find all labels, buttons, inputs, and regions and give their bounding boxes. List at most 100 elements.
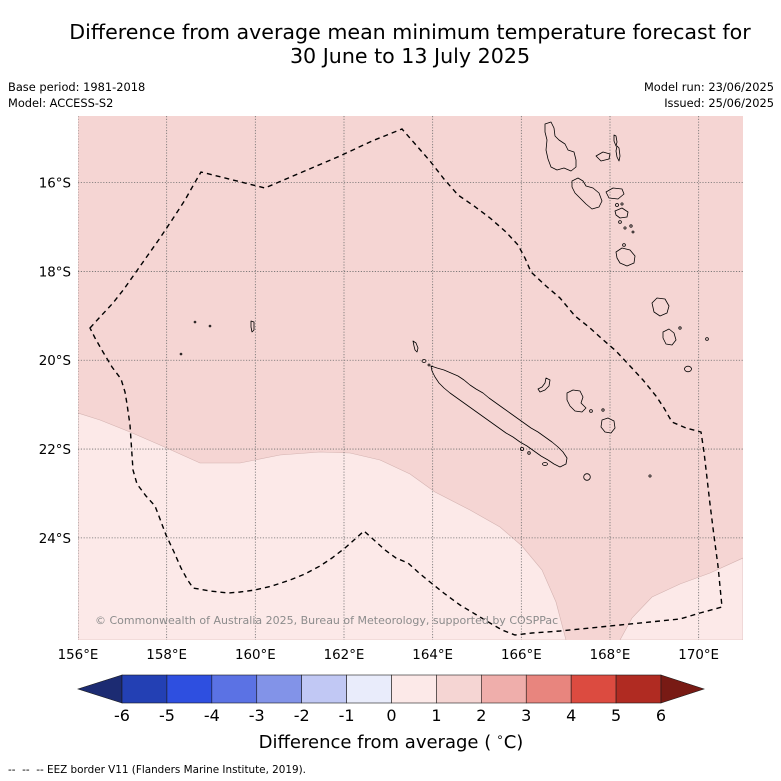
longitude-tick-label: 162°E xyxy=(324,648,365,663)
colorbar-bin xyxy=(121,674,168,704)
colorbar-bin xyxy=(301,674,347,704)
coastline-espiritu-santo xyxy=(544,121,577,172)
coastline-islet xyxy=(705,337,709,341)
coastline-grande-terre xyxy=(430,365,568,468)
coastline-tanna xyxy=(662,328,677,346)
coastline-islet xyxy=(527,451,531,455)
title-line-2: 30 June to 13 July 2025 xyxy=(289,44,531,68)
colorbar-tick-label: 5 xyxy=(611,706,621,725)
coastline-islet xyxy=(620,202,624,206)
coastline-islet xyxy=(542,462,548,466)
eez-border xyxy=(89,128,723,636)
coastline-islet xyxy=(520,446,525,451)
colorbar-tick-label: -5 xyxy=(159,706,175,725)
colorbar xyxy=(77,674,705,704)
longitude-tick-label: 164°E xyxy=(412,648,453,663)
gridlines xyxy=(78,116,743,640)
colorbar-tick-labels: -6 -5 -4 -3 -2 -1 0 1 2 3 4 5 6 xyxy=(114,706,666,725)
coastline-islet xyxy=(427,363,431,367)
colorbar-tick-label: 2 xyxy=(476,706,486,725)
coastline-ambrym xyxy=(605,187,625,200)
colorbar-tick-label: -4 xyxy=(204,706,220,725)
longitude-tick-label: 160°E xyxy=(235,648,276,663)
coastline-belep-islands xyxy=(412,340,419,353)
anomaly-region-southwest xyxy=(78,412,567,640)
coastline-aneityum xyxy=(684,365,692,373)
map xyxy=(78,116,743,640)
coastline-islet xyxy=(601,408,605,412)
model-text: Model: ACCESS-S2 xyxy=(8,96,114,110)
coastline-pentecost xyxy=(615,145,621,162)
colorbar-label-prefix: Difference from average ( xyxy=(258,732,492,753)
model-run-text: Model run: 23/06/2025 xyxy=(643,80,774,94)
issued-text: Issued: 25/06/2025 xyxy=(664,96,774,110)
colorbar-tick-label: -2 xyxy=(294,706,310,725)
colorbar-tick-label: 1 xyxy=(431,706,441,725)
colorbar-tick-label: 3 xyxy=(521,706,531,725)
colorbar-extend-low xyxy=(77,674,123,704)
colorbar-tick-label: -3 xyxy=(249,706,265,725)
colorbar-bin xyxy=(436,674,482,704)
latitude-tick-label: 18°S xyxy=(39,265,71,280)
coastline-islet xyxy=(193,320,197,324)
coastline-islet xyxy=(678,326,682,330)
eez-legend-note: -- -- -- EEZ border V11 (Flanders Marine… xyxy=(8,764,306,776)
colorbar-bin xyxy=(615,674,662,704)
coastline-ouvea xyxy=(537,377,551,393)
copyright-notice: © Commonwealth of Australia 2025, Bureau… xyxy=(95,614,559,627)
colorbar-bin xyxy=(570,674,617,704)
coastline-chesterfield-reef xyxy=(250,320,255,333)
coastline-islet xyxy=(623,226,627,230)
latitude-tick-label: 20°S xyxy=(39,354,71,369)
colorbar-tick-label: 6 xyxy=(656,706,666,725)
coastlines xyxy=(179,121,709,481)
coastline-islet xyxy=(208,324,212,328)
longitude-tick-labels: 156°E 158°E 160°E 162°E 164°E 166°E 168°E 170°E xyxy=(58,648,719,663)
colorbar-label-suffix: C) xyxy=(503,732,524,753)
coastline-mare xyxy=(600,417,616,434)
longitude-tick-label: 170°E xyxy=(678,648,719,663)
longitude-tick-label: 158°E xyxy=(146,648,187,663)
coastline-lifou xyxy=(566,389,587,413)
coastline-islet xyxy=(622,243,626,247)
colorbar-bin xyxy=(391,674,437,704)
colorbar-extend-high xyxy=(660,674,705,704)
coastline-islet xyxy=(631,230,635,234)
longitude-tick-label: 168°E xyxy=(590,648,631,663)
longitude-tick-label: 156°E xyxy=(58,648,99,663)
anomaly-region-southeast xyxy=(619,557,743,640)
colorbar-bin xyxy=(211,674,258,704)
colorbar-tick-label: -1 xyxy=(339,706,355,725)
latitude-tick-label: 16°S xyxy=(39,177,71,192)
coastline-efate xyxy=(615,247,636,267)
coastline-isle-of-pines xyxy=(583,473,591,481)
longitude-tick-label: 166°E xyxy=(501,648,542,663)
colorbar-bin xyxy=(525,674,572,704)
latitude-tick-labels: 16°S 18°S 20°S 22°S 24°S xyxy=(39,177,71,547)
coastline-islet xyxy=(615,203,619,207)
coastline-epi xyxy=(614,207,629,219)
coastline-maewo xyxy=(613,134,618,147)
colorbar-tick-label: 4 xyxy=(566,706,576,725)
colorbar-bin xyxy=(166,674,213,704)
coastline-islet xyxy=(629,224,633,228)
colorbar-bin xyxy=(256,674,302,704)
colorbar-bin xyxy=(346,674,392,704)
coastline-islet xyxy=(421,359,427,363)
coastline-islet xyxy=(179,352,183,356)
title-line-1: Difference from average mean minimum tem… xyxy=(69,20,751,44)
coastline-islet xyxy=(648,474,652,478)
colorbar-tick-label: -6 xyxy=(114,706,130,725)
colorbar-bin xyxy=(481,674,527,704)
colorbar-label: Difference from average ( ∘C) xyxy=(78,730,704,755)
degree-symbol: ∘ xyxy=(496,730,504,744)
coastline-islet xyxy=(618,220,622,224)
coastline-erromango xyxy=(651,297,670,317)
coastline-ambae xyxy=(595,151,611,162)
base-period-text: Base period: 1981-2018 xyxy=(8,80,146,94)
coastline-islet xyxy=(589,409,593,413)
latitude-tick-label: 24°S xyxy=(39,532,71,547)
coastline-malakula xyxy=(571,177,603,210)
latitude-tick-label: 22°S xyxy=(39,443,71,458)
